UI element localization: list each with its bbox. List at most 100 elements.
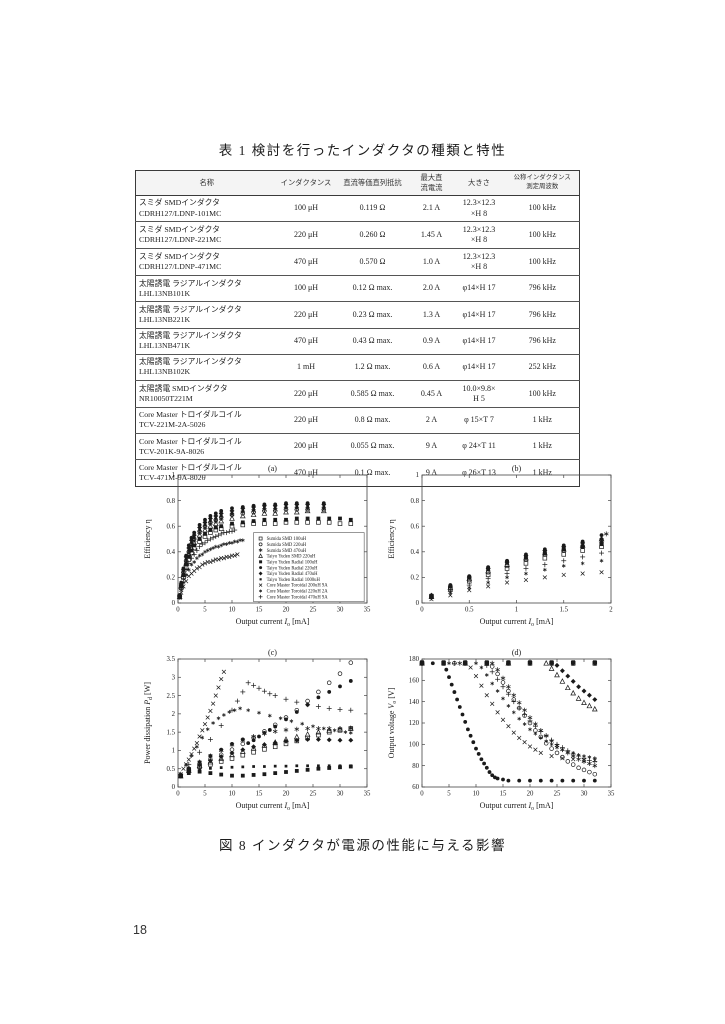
table-cell: 470 μH — [293, 467, 319, 477]
table-cell: φ14×H 17 — [452, 301, 506, 329]
svg-text:0.2: 0.2 — [167, 575, 176, 582]
svg-text:0: 0 — [420, 607, 424, 614]
x-axis-label: Output current Io [mA] — [236, 617, 310, 628]
series-taiyo-yuden-radial-100uh — [177, 516, 353, 599]
table-cell: Core Master トロイダルコイル TCV-221M-2A-5026 — [135, 407, 278, 435]
svg-text:2: 2 — [172, 711, 176, 718]
svg-text:0: 0 — [416, 600, 420, 607]
svg-text:0.8: 0.8 — [411, 498, 420, 505]
svg-text:0: 0 — [420, 791, 424, 798]
svg-text:60: 60 — [412, 784, 419, 791]
svg-text:0.6: 0.6 — [411, 523, 420, 530]
table-cell: スミダ SMDインダクタ CDRH127/LDNP-471MC — [135, 248, 278, 277]
table-cell: 796 kHz — [505, 301, 580, 329]
series-core-master-toroidal-470uh-9a — [177, 527, 238, 600]
table-cell: 太陽誘電 ラジアルインダクタ LHL13NB102K — [135, 354, 278, 382]
table-cell: 9 A — [425, 467, 438, 477]
svg-text:0.5: 0.5 — [465, 607, 474, 614]
table-cell: 0.1 Ω max. — [354, 467, 391, 477]
chart-title: (b) — [512, 464, 522, 473]
table-title: 表 1 検討を行ったインダクタの種類と特性 — [218, 143, 507, 158]
svg-text:0: 0 — [172, 784, 176, 791]
series-taiyo-yuden-smd-220uh — [428, 535, 605, 599]
table-cell: 12.3×12.3 ×H 8 — [452, 221, 506, 250]
chart-a-plot: (a) 0 5 10 15 20 25 30 35 0 0.2 0.4 0.6 0.8 1 Output cu… — [143, 464, 371, 628]
series-sumida-smd-100uh — [429, 544, 604, 599]
table-cell: 0.8 Ω max. — [334, 407, 411, 435]
svg-text:0: 0 — [176, 791, 180, 798]
table-cell: 0.23 Ω max. — [334, 301, 411, 329]
table-cell: 2 A — [410, 407, 453, 435]
table-cell: 9 A — [410, 433, 453, 461]
column-header: 最大直 流電流 — [410, 170, 453, 196]
table-cell: 0.260 Ω — [334, 221, 411, 250]
x-axis-label: Output current Io [mA] — [480, 801, 554, 812]
svg-text:10: 10 — [473, 791, 480, 798]
table-cell: 0.6 A — [410, 354, 453, 382]
chart-title: (a) — [268, 464, 277, 473]
column-header: 大きさ — [452, 170, 506, 196]
svg-text:35: 35 — [364, 791, 371, 798]
chart-c: (c) 0 5 10 15 20 25 30 35 0 0.5 1 1.5 2 2.5 3 3.5 Output … — [140, 645, 376, 823]
series-core-master-toroidal-220uh-2a — [429, 558, 604, 600]
svg-text:120: 120 — [409, 720, 420, 727]
chart-d: (d) 0 5 10 15 20 25 30 35 60 80 100 120 140 160 180 Outp… — [384, 645, 620, 823]
svg-text:140: 140 — [409, 699, 420, 706]
table-cell: 1.2 Ω max. — [334, 354, 411, 382]
table-cell: 200 μH — [277, 433, 335, 461]
svg-text:35: 35 — [608, 791, 615, 798]
svg-text:5: 5 — [447, 791, 451, 798]
svg-text:0.4: 0.4 — [411, 549, 420, 556]
column-header: 直流等価直列抵抗 — [334, 170, 411, 196]
svg-text:Core Master Toroidal 220uH 2A: Core Master Toroidal 220uH 2A — [267, 590, 329, 595]
series-core-master-toroidal-200uh-9a — [429, 570, 604, 602]
table-cell: Core Master トロイダルコイル TCV-471M-9A-8026 — [139, 462, 242, 482]
chart-c-plot: (c) 0 5 10 15 20 25 30 35 0 0.5 1 1.5 2 2.5 3 3.5 Output … — [143, 648, 371, 812]
table-cell: 100 μH — [277, 195, 335, 223]
table-cell: 100 μH — [277, 275, 335, 303]
svg-text:1.5: 1.5 — [167, 729, 176, 736]
svg-text:Taiyo Yuden SMD 220uH: Taiyo Yuden SMD 220uH — [267, 555, 316, 560]
svg-text:1: 1 — [172, 748, 175, 755]
svg-text:Taiyo Yuden Radial 100uH: Taiyo Yuden Radial 100uH — [267, 560, 319, 565]
table-row: 太陽誘電 ラジアルインダクタ LHL13NB102K 1 mH 1.2 Ω max.… — [135, 354, 580, 382]
table-row: スミダ SMDインダクタ CDRH127/LDNP-101MC 100 μH 0.1… — [135, 195, 580, 223]
y-axis-label: Efficiency η — [387, 519, 396, 558]
inductor-spec-table: 名称 インダクタンス 直流等価直列抵抗 最大直 流電流 大きさ 公称インダクタンス 測定周… — [135, 170, 580, 487]
table-cell: 220 μH — [277, 221, 335, 250]
x-axis-label: Output current Io [mA] — [236, 801, 310, 812]
table-cell: 太陽誘電 ラジアルインダクタ LHL13NB221K — [135, 301, 278, 329]
table-row: Core Master トロイダルコイル TCV-471M-9A-8026 470… — [136, 460, 580, 486]
series-core-master-toroidal-470uh-9a — [428, 550, 605, 601]
table-cell: 100 kHz — [505, 248, 580, 277]
table-cell: 0.12 Ω max. — [334, 275, 411, 303]
table-cell: 220 μH — [277, 407, 335, 435]
table-cell: 796 kHz — [505, 328, 580, 355]
column-header: 公称インダクタンス 測定周波数 — [505, 170, 580, 196]
table-row: 太陽誘電 SMDインダクタ NR10050T221M 220 μH 0.585 Ω … — [135, 380, 580, 408]
table-cell: 2.1 A — [410, 195, 453, 223]
svg-text:Taiyo Yuden Radial 1000uH: Taiyo Yuden Radial 1000uH — [267, 578, 321, 583]
table-cell: 太陽誘電 ラジアルインダクタ LHL13NB101K — [135, 275, 278, 303]
table-cell: φ 24×T 11 — [452, 433, 506, 461]
series-taiyo-yuden-radial-1000uh — [420, 662, 597, 666]
svg-text:Sumida SMD 100uH: Sumida SMD 100uH — [267, 537, 307, 542]
series-taiyo-yuden-radial-470uh — [428, 536, 605, 598]
table-cell: 12.3×12.3 ×H 8 — [452, 195, 506, 223]
svg-text:30: 30 — [337, 607, 344, 614]
table-cell: 220 μH — [277, 380, 335, 408]
chart-title: (d) — [512, 648, 522, 657]
svg-text:80: 80 — [412, 763, 419, 770]
chart-d-plot: (d) 0 5 10 15 20 25 30 35 60 80 100 120 140 160 180 Outp… — [387, 648, 615, 812]
series-core-master-toroidal-200uh-9a — [419, 661, 597, 763]
svg-text:0.6: 0.6 — [167, 523, 176, 530]
svg-text:5: 5 — [203, 607, 207, 614]
table-cell: 太陽誘電 SMDインダクタ NR10050T221M — [135, 380, 278, 408]
series-core-master-toroidal-220uh-2a — [177, 538, 245, 600]
svg-text:35: 35 — [364, 607, 371, 614]
chart-b: (b) 0 0.5 1 1.5 2 0 0.2 0.4 0.6 0.8 1 Output current… — [384, 461, 620, 639]
svg-text:Taiyo Yuden Radial 470uH: Taiyo Yuden Radial 470uH — [267, 572, 319, 577]
svg-text:Core Master Toroidal 470uH 9A: Core Master Toroidal 470uH 9A — [267, 595, 329, 600]
series-taiyo-yuden-radial-220uh — [178, 679, 353, 778]
